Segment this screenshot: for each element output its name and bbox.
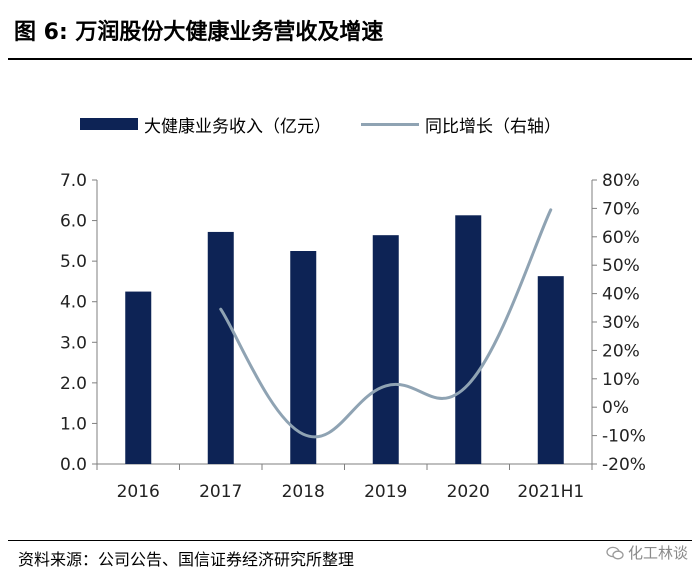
source-divider xyxy=(8,540,692,541)
bar-2019 xyxy=(372,235,399,464)
right-tick-label: 30% xyxy=(602,313,640,333)
right-tick-label: 80% xyxy=(602,171,640,191)
left-tick-label: 2.0 xyxy=(60,374,87,394)
left-tick-label: 3.0 xyxy=(60,333,87,353)
x-tick-label: 2017 xyxy=(199,482,242,502)
left-tick-label: 1.0 xyxy=(60,414,87,434)
left-tick-label: 4.0 xyxy=(60,293,87,313)
chart-legend: 大健康业务收入（亿元） 同比增长（右轴） xyxy=(80,110,561,138)
wechat-icon xyxy=(606,546,624,559)
bar-2016 xyxy=(125,291,152,464)
left-tick-label: 0.0 xyxy=(60,455,87,475)
right-tick-label: 10% xyxy=(602,370,640,390)
bar-2021H1 xyxy=(537,276,564,464)
legend-line-swatch xyxy=(361,122,419,126)
right-tick-label: 20% xyxy=(602,341,640,361)
right-tick-label: 70% xyxy=(602,199,640,219)
bar-2020 xyxy=(455,215,482,464)
watermark-text: 化工林谈 xyxy=(627,544,688,562)
right-tick-label: -10% xyxy=(602,427,646,447)
watermark: 化工林谈 xyxy=(606,542,688,563)
title-divider xyxy=(8,58,692,60)
right-tick-label: 50% xyxy=(602,256,640,276)
growth-line xyxy=(219,208,553,439)
right-tick-label: -20% xyxy=(602,455,646,475)
x-tick-label: 2018 xyxy=(282,482,325,502)
right-tick-label: 40% xyxy=(602,285,640,305)
left-tick-label: 6.0 xyxy=(60,212,87,232)
bar-2017 xyxy=(207,231,234,464)
right-tick-label: 0% xyxy=(602,398,629,418)
x-tick-label: 2020 xyxy=(447,482,490,502)
x-tick-label: 2019 xyxy=(364,482,407,502)
left-tick-label: 5.0 xyxy=(60,252,87,272)
left-tick-label: 7.0 xyxy=(60,171,87,191)
bar-2018 xyxy=(290,251,317,464)
x-tick-label: 2021H1 xyxy=(517,482,584,502)
x-tick-label: 2016 xyxy=(117,482,160,502)
source-note: 资料来源：公司公告、国信证券经济研究所整理 xyxy=(18,550,355,569)
legend-bar-label: 大健康业务收入（亿元） xyxy=(144,116,331,137)
legend-bar-swatch xyxy=(80,118,138,130)
legend-line-label: 同比增长（右轴） xyxy=(425,116,561,137)
figure-title: 图 6: 万润股份大健康业务营收及增速 xyxy=(14,20,384,45)
right-tick-label: 60% xyxy=(602,228,640,248)
